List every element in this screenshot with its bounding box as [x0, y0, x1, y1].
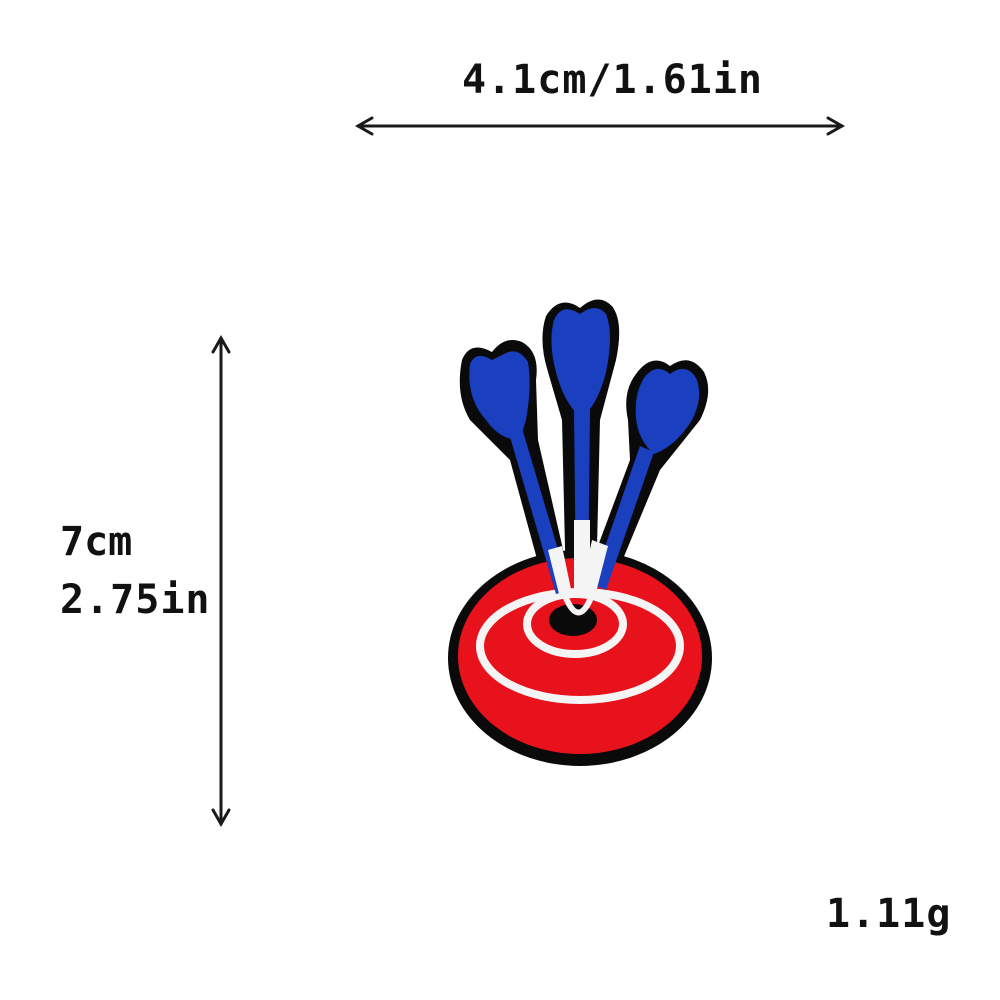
dart-middle — [551, 308, 610, 596]
dart-left — [469, 351, 572, 598]
width-dimension-label: 4.1cm/1.61in — [462, 57, 763, 103]
height-cm-label: 7cm — [60, 519, 133, 565]
height-arrow-icon — [211, 334, 231, 828]
dart-right — [580, 368, 700, 600]
weight-label: 1.11g — [826, 891, 952, 937]
dart-tips — [563, 595, 593, 616]
width-arrow-icon — [354, 116, 846, 136]
height-in-label: 2.75in — [60, 577, 211, 623]
